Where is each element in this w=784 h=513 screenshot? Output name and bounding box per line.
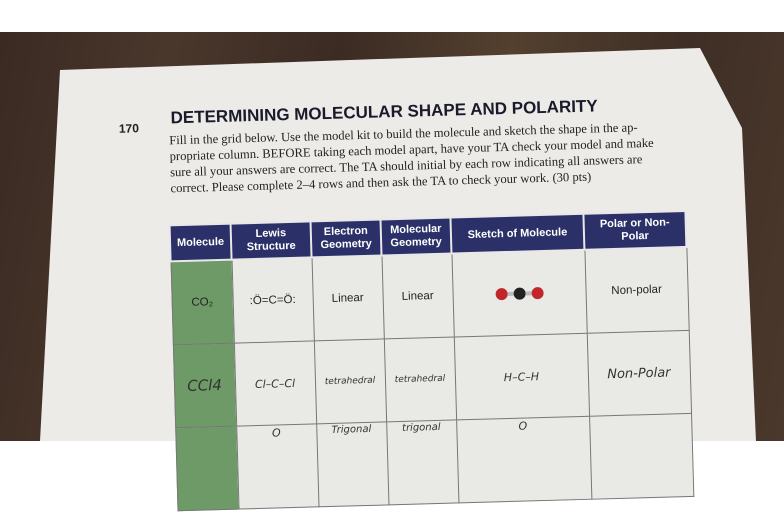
lewis-cell: Cl–C–Cl xyxy=(233,340,317,427)
header-sketch: Sketch of Molecule xyxy=(450,213,585,254)
header-molecular-geometry: Molecular Geometry xyxy=(380,217,452,256)
polarity-cell: Non-polar xyxy=(584,246,689,334)
header-electron-geometry: Electron Geometry xyxy=(310,219,382,258)
molecular-geometry-cell: Linear xyxy=(381,253,454,339)
page-number: 170 xyxy=(118,121,140,136)
sketch-cell xyxy=(451,249,587,337)
table-row: CO₂ :Ö=C=Ö: Linear Linear Non-polar xyxy=(170,246,689,345)
sketch-cell: O xyxy=(456,416,592,503)
header-polarity: Polar or Non-Polar xyxy=(583,210,687,250)
molecule-cell: CCl4 xyxy=(172,343,237,428)
lewis-cell: :Ö=C=Ö: xyxy=(231,257,314,344)
header-molecule: Molecule xyxy=(169,223,232,262)
molecule-cell xyxy=(175,426,239,511)
table-row: O Trigonal trigonal O xyxy=(175,413,694,511)
polarity-cell xyxy=(589,413,694,500)
molecule-cell: CO₂ xyxy=(170,259,234,345)
molecular-geometry-cell: tetrahedral xyxy=(383,336,457,422)
molecular-geometry-cell: trigonal xyxy=(386,419,459,505)
electron-geometry-cell: Trigonal xyxy=(316,421,389,507)
table-row: CCl4 Cl–C–Cl tetrahedral tetrahedral H–C… xyxy=(172,330,692,428)
molecule-grid: Molecule Lewis Structure Electron Geomet… xyxy=(169,210,695,511)
lewis-cell: O xyxy=(236,423,319,510)
electron-geometry-cell: tetrahedral xyxy=(313,338,387,424)
polarity-cell: Non-Polar xyxy=(586,330,692,417)
top-margin xyxy=(0,0,784,32)
header-lewis: Lewis Structure xyxy=(230,221,312,260)
electron-geometry-cell: Linear xyxy=(311,255,384,341)
co2-model-image xyxy=(494,286,544,301)
sketch-cell: H–C–H xyxy=(453,333,590,420)
